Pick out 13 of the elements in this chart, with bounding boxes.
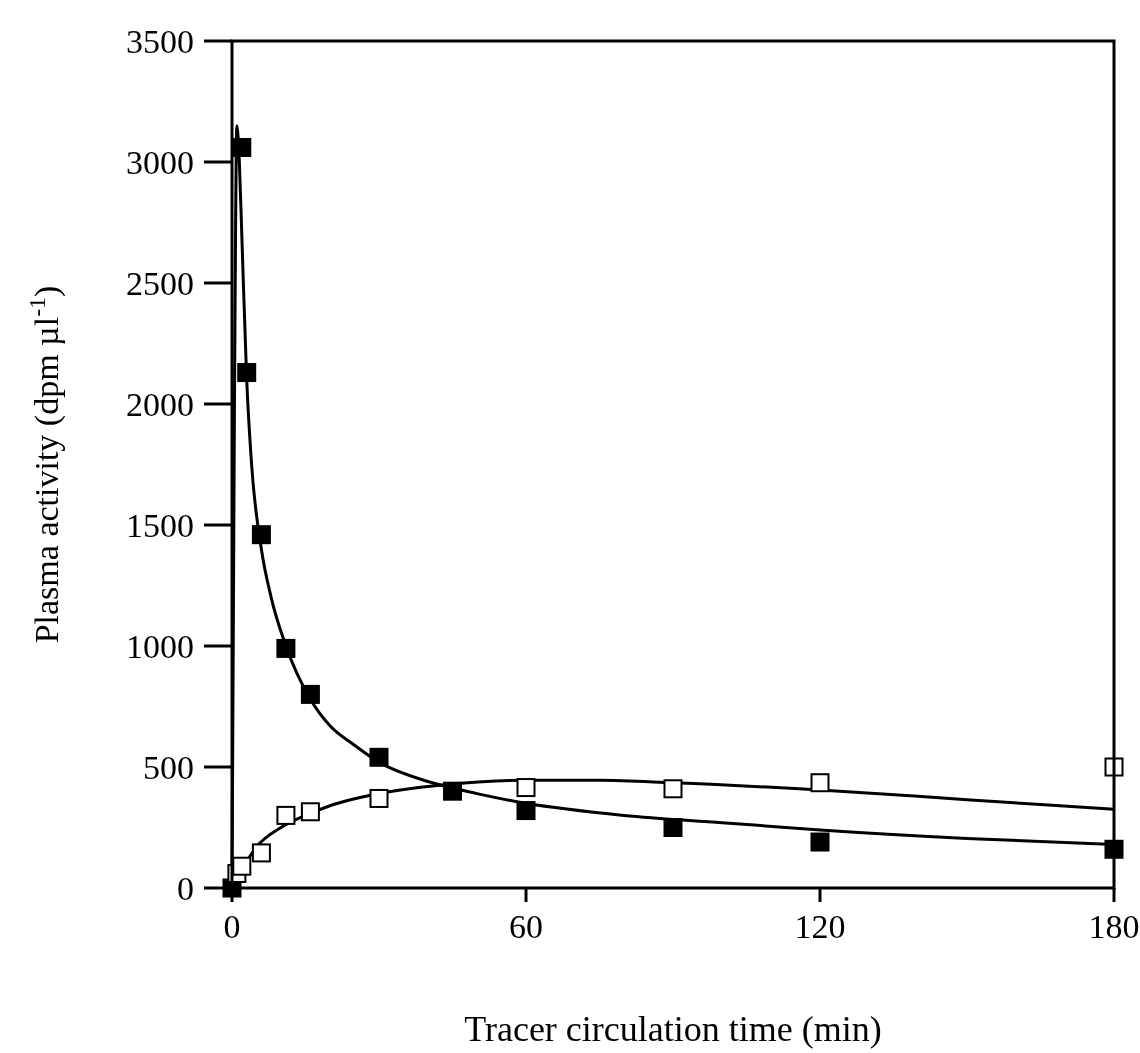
x-tick-label: 180: [1088, 908, 1140, 945]
y-tick-label: 500: [143, 748, 194, 786]
y-tick-label: 2000: [126, 385, 194, 423]
x-tick-label: 0: [223, 908, 241, 945]
x-tick-label: 120: [794, 908, 846, 945]
y-tick-label: 2500: [126, 264, 194, 302]
x-axis-title: Tracer circulation time (min): [464, 1009, 882, 1049]
y-tick-label: 1000: [126, 627, 194, 665]
x-tick-label: 60: [509, 908, 543, 945]
y-tick-label: 1500: [126, 506, 194, 544]
y-tick-label: 3500: [126, 22, 194, 60]
y-tick-label: 0: [177, 869, 194, 907]
y-tick-label: 3000: [126, 143, 194, 181]
